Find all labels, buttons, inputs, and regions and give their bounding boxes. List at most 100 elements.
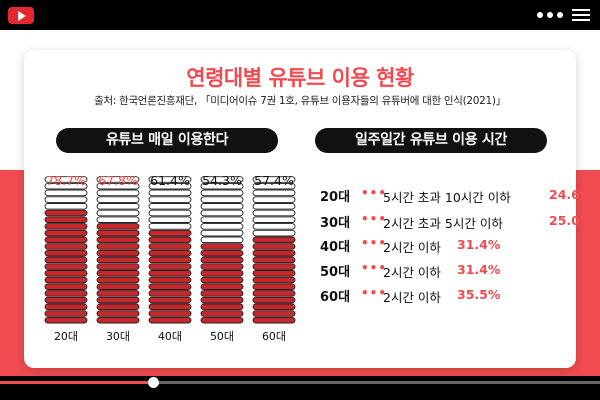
progress-track[interactable] xyxy=(152,381,600,384)
daily-usage-heading: 유튜브 매일 이용한다 xyxy=(56,128,278,153)
bar-segment xyxy=(44,236,88,244)
bar-segment xyxy=(200,176,244,183)
bar-segment xyxy=(96,249,140,257)
age-label: 60대 xyxy=(320,290,351,305)
bar-segment xyxy=(96,310,140,317)
bar-segment xyxy=(200,203,244,210)
bar-segment xyxy=(96,290,140,297)
bar-segment xyxy=(148,196,192,203)
bar-segment xyxy=(252,296,296,304)
category-label: 30대 xyxy=(105,330,131,343)
value-label: 57.4% xyxy=(254,173,294,188)
bar-segment xyxy=(96,303,140,311)
bar-segment xyxy=(252,203,296,210)
dots-separator: ••• xyxy=(361,212,388,226)
weekly-usage-row: 30대 ••• 2시간 초과 5시간 이하 25.0% xyxy=(320,212,592,232)
bar-segment xyxy=(252,216,296,223)
value-label: 78.7% xyxy=(46,173,86,188)
usage-description: 2시간 이하 xyxy=(383,240,441,255)
bar-segment xyxy=(44,176,88,183)
bar-segment xyxy=(44,243,88,250)
more-dots-icon[interactable] xyxy=(537,12,563,18)
weekly-usage-row: 50대 ••• 2시간 이하 31.4% xyxy=(320,261,580,281)
bar-segment xyxy=(200,196,244,203)
bar-50대 xyxy=(200,176,244,324)
bar-segment xyxy=(252,223,296,230)
bar-segment xyxy=(148,316,192,324)
bar-segment xyxy=(200,290,244,297)
bar-segment xyxy=(44,209,88,217)
dots-separator: ••• xyxy=(361,261,388,275)
bar-segment xyxy=(252,189,296,197)
bar-segment xyxy=(44,216,88,223)
bar-segment xyxy=(148,229,192,237)
bar-segment xyxy=(44,196,88,203)
bar-segment xyxy=(148,209,192,217)
bar-segment xyxy=(200,229,244,237)
bar-segment xyxy=(44,296,88,304)
usage-description: 5시간 초과 10시간 이하 xyxy=(383,190,511,205)
bar-segment xyxy=(44,283,88,290)
bar-segment xyxy=(44,189,88,197)
bar-segment xyxy=(148,182,192,190)
value-label: 67.8% xyxy=(98,173,138,188)
usage-description: 2시간 이하 xyxy=(383,290,441,305)
bar-segment xyxy=(96,223,140,230)
weekly-usage-heading: 일주일간 유튜브 이용 시간 xyxy=(315,128,547,153)
bar-segment xyxy=(96,203,140,210)
bar-segment xyxy=(148,216,192,223)
source-text: 출처: 한국언론진흥재단, 「미디어이슈 7권 1호, 유튜브 이용자들의 유튜… xyxy=(94,95,506,107)
page-title: 연령대별 유튜브 이용 현황 xyxy=(186,66,414,90)
usage-value: 35.5% xyxy=(457,287,501,302)
bar-segment xyxy=(96,196,140,203)
hamburger-menu-icon[interactable] xyxy=(572,9,590,22)
bar-segment xyxy=(200,263,244,270)
bar-segment xyxy=(252,249,296,257)
bar-segment xyxy=(252,270,296,277)
dots-separator: ••• xyxy=(361,186,388,200)
top-bar xyxy=(0,0,600,30)
bar-segment xyxy=(200,296,244,304)
bar-segment xyxy=(148,176,192,183)
bar-segment xyxy=(148,243,192,250)
bar-segment xyxy=(96,182,140,190)
age-label: 20대 xyxy=(320,190,351,205)
bar-segment xyxy=(148,263,192,270)
bar-segment xyxy=(96,176,140,183)
progress-knob[interactable] xyxy=(148,377,159,388)
bar-segment xyxy=(44,316,88,324)
category-label: 40대 xyxy=(157,330,183,343)
usage-value: 24.6% xyxy=(549,187,593,202)
bar-segment xyxy=(252,290,296,297)
bar-segment xyxy=(200,182,244,190)
bar-segment xyxy=(200,189,244,197)
bar-segment xyxy=(252,229,296,237)
weekly-usage-row: 20대 ••• 5시간 초과 10시간 이하 24.6% xyxy=(320,186,592,206)
bar-segment xyxy=(252,316,296,324)
dots-separator: ••• xyxy=(361,286,388,300)
bar-segment xyxy=(148,249,192,257)
category-label: 20대 xyxy=(53,330,79,343)
bar-60대 xyxy=(252,176,296,324)
category-label: 50대 xyxy=(209,330,235,343)
bar-segment xyxy=(200,216,244,223)
bar-segment xyxy=(252,196,296,203)
usage-value: 31.4% xyxy=(457,262,501,277)
bar-segment xyxy=(148,256,192,264)
bar-30대 xyxy=(96,176,140,324)
bar-segment xyxy=(96,263,140,270)
bar-segment xyxy=(44,270,88,277)
bar-segment xyxy=(44,303,88,311)
bar-segment xyxy=(44,256,88,264)
bar-segment xyxy=(148,189,192,197)
bar-segment xyxy=(252,182,296,190)
bar-segment xyxy=(252,276,296,284)
bar-segment xyxy=(44,310,88,317)
bar-segment xyxy=(148,223,192,230)
weekly-usage-row: 60대 ••• 2시간 이하 35.5% xyxy=(320,286,580,306)
bar-segment xyxy=(252,209,296,217)
bar-segment xyxy=(200,209,244,217)
youtube-logo-icon[interactable] xyxy=(8,7,34,24)
bar-segment xyxy=(96,236,140,244)
